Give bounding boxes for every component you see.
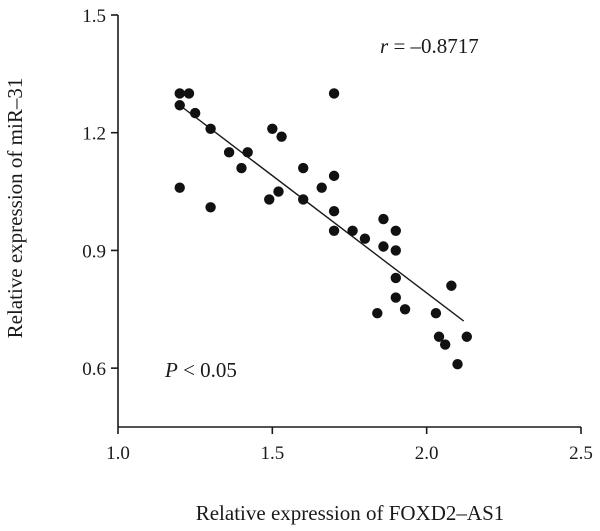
data-point: [189, 107, 201, 119]
data-point: [205, 123, 216, 134]
p-value-annotation: P < 0.05: [164, 358, 237, 382]
axes: 0.6 0.9 1.2 1.5 1.0 1.5 2.0 2.5: [82, 6, 593, 464]
r-symbol: r: [380, 34, 389, 58]
y-tick-label: 0.9: [82, 241, 106, 262]
data-point: [316, 182, 327, 193]
data-point: [183, 88, 195, 99]
r-value: = –0.8717: [388, 34, 479, 58]
fit-line-group: [179, 104, 465, 322]
data-point: [174, 182, 185, 193]
data-point: [328, 225, 340, 237]
data-point: [359, 233, 371, 244]
data-point: [439, 339, 451, 350]
data-point: [236, 162, 247, 174]
data-point: [390, 292, 401, 303]
data-point: [174, 100, 185, 111]
data-point: [273, 186, 284, 197]
p-value: < 0.05: [178, 358, 237, 382]
x-tick-label: 2.5: [569, 443, 593, 464]
data-point: [378, 241, 389, 252]
data-point: [390, 225, 401, 237]
data-point: [430, 308, 442, 319]
regression-line: [179, 104, 465, 322]
data-point: [378, 213, 389, 225]
data-point: [267, 123, 278, 134]
data-point: [276, 131, 287, 142]
data-point: [328, 205, 340, 217]
data-point: [433, 331, 445, 342]
correlation-annotation: r = –0.8717: [380, 34, 479, 58]
data-point: [328, 170, 340, 182]
x-axis-title: Relative expression of FOXD2–AS1: [196, 501, 505, 525]
data-point: [174, 88, 185, 99]
data-point: [452, 359, 463, 370]
data-point: [298, 194, 309, 205]
y-axis-title: Relative expression of miR–31: [3, 78, 27, 339]
data-point: [223, 147, 235, 158]
data-point: [390, 272, 401, 284]
x-tick-label: 1.5: [260, 443, 284, 464]
data-point: [264, 194, 275, 205]
x-tick-label: 2.0: [415, 443, 439, 464]
data-points: [174, 88, 472, 370]
x-tick-label: 1.0: [106, 443, 130, 464]
data-point: [461, 331, 472, 342]
data-point: [298, 162, 309, 174]
data-point: [347, 225, 358, 237]
data-point: [242, 147, 253, 158]
data-point: [390, 245, 401, 256]
p-symbol: P: [164, 358, 178, 382]
data-point: [446, 280, 457, 291]
data-point: [328, 88, 340, 99]
data-point: [399, 304, 411, 315]
y-tick-label: 1.2: [82, 124, 106, 145]
data-point: [205, 202, 216, 213]
y-tick-label: 0.6: [82, 359, 106, 380]
data-point: [372, 308, 383, 319]
y-tick-label: 1.5: [82, 6, 106, 27]
